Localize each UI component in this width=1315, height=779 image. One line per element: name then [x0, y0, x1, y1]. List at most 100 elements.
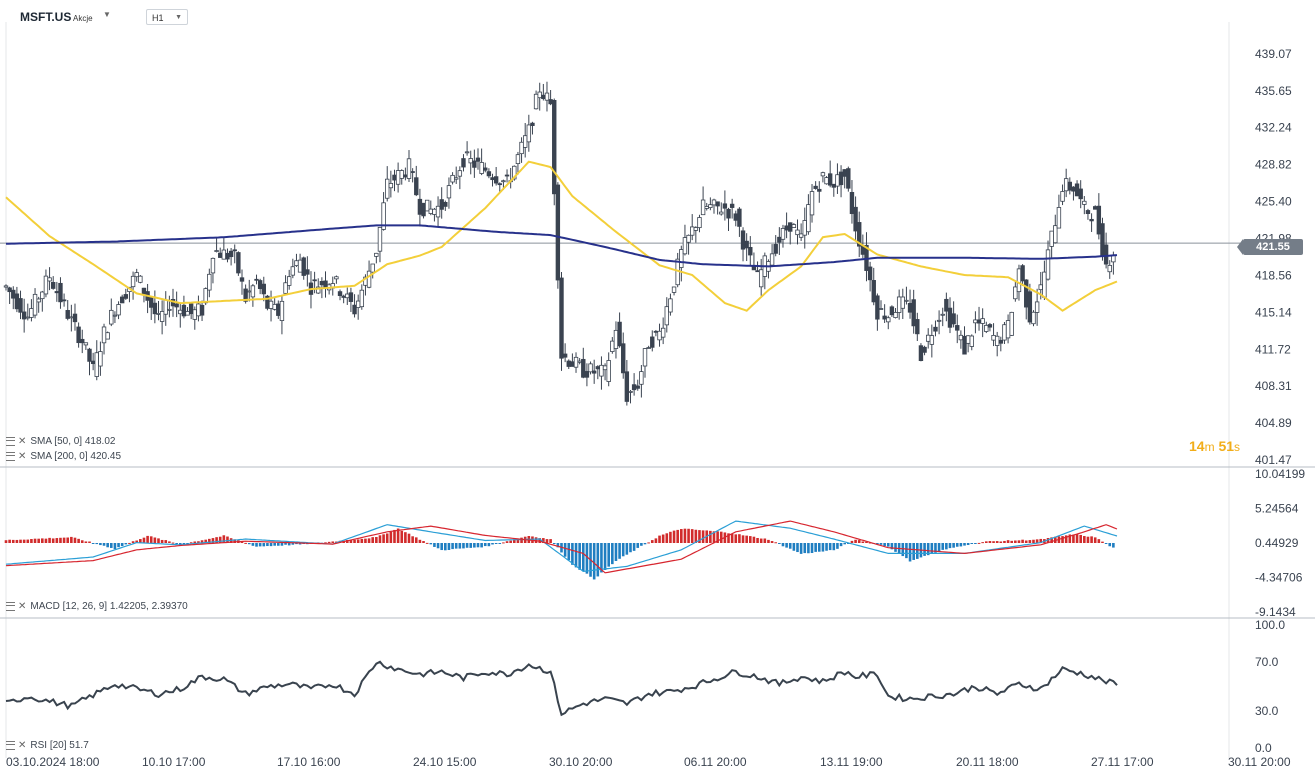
price-tick-label: 432.24	[1255, 121, 1292, 135]
candle-body	[562, 353, 568, 358]
symbol-dropdown-icon[interactable]: ▼	[103, 10, 111, 19]
macd-hist-bar	[738, 534, 741, 543]
candle-body	[537, 91, 542, 99]
settings-icon[interactable]	[6, 601, 15, 611]
macd-hist-bar	[469, 543, 473, 548]
candle-body	[588, 363, 593, 373]
candle-body	[951, 313, 956, 325]
candle-body	[399, 170, 404, 179]
macd-hist-bar	[901, 543, 905, 557]
macd-hist-bar	[981, 542, 984, 544]
candle-body	[243, 288, 248, 302]
macd-hist-bar	[785, 543, 788, 548]
timeframe-value: H1	[152, 13, 164, 23]
macd-hist-bar	[585, 543, 589, 574]
macd-hist-bar	[483, 543, 487, 547]
candle-body	[904, 299, 909, 302]
settings-icon[interactable]	[6, 740, 15, 750]
candle-body	[664, 306, 669, 326]
macd-hist-bar	[658, 535, 661, 543]
settings-icon[interactable]	[6, 451, 15, 461]
time-tick-label: 13.11 19:00	[820, 755, 883, 769]
macd-hist-bar	[400, 530, 404, 544]
candle-body	[889, 306, 895, 316]
candle-body	[526, 124, 532, 143]
macd-hist-bar	[839, 543, 843, 547]
candle-body	[461, 158, 466, 168]
candle-body	[105, 332, 110, 340]
macd-hist-bar	[77, 538, 80, 544]
close-icon[interactable]: ✕	[18, 451, 27, 462]
candle-body	[316, 286, 321, 294]
price-tick-label: 418.56	[1255, 268, 1292, 282]
candle-body	[512, 165, 517, 180]
instrument-type-label: Akcje	[73, 14, 93, 23]
macd-hist-bar	[353, 539, 356, 543]
candle-body	[613, 329, 619, 349]
candle-body	[403, 174, 408, 178]
candle-body	[181, 304, 187, 317]
macd-hist-bar	[19, 539, 22, 544]
candle-body	[722, 203, 728, 209]
macd-hist-bar	[1006, 540, 1010, 543]
candle-body	[1056, 207, 1062, 229]
macd-hist-bar	[8, 539, 11, 543]
macd-hist-bar	[1090, 536, 1093, 543]
macd-hist-bar	[912, 543, 915, 560]
candle-body	[414, 177, 419, 196]
symbol-label[interactable]: MSFT.US	[20, 10, 72, 24]
candle-body	[773, 244, 778, 254]
candle-body	[366, 270, 372, 288]
macd-hist-bar	[1024, 540, 1028, 544]
macd-hist-bar	[788, 543, 792, 549]
timeframe-select[interactable]: H1 ▼	[146, 9, 188, 25]
rsi-tick-label: 70.0	[1255, 655, 1279, 669]
candle-body	[893, 312, 898, 319]
close-icon[interactable]: ✕	[18, 740, 27, 751]
macd-hist-bar	[440, 543, 443, 551]
candle-body	[228, 250, 234, 258]
candle-body	[570, 361, 575, 367]
candle-body	[584, 371, 590, 378]
macd-tick-label: 0.44929	[1255, 536, 1299, 550]
macd-hist-bar	[709, 530, 712, 543]
macd-hist-bar	[367, 538, 371, 543]
candle-body	[301, 257, 306, 276]
candle-body	[486, 171, 492, 177]
time-tick-label: 20.11 18:00	[956, 755, 1019, 769]
macd-hist-bar	[999, 541, 1003, 544]
close-icon[interactable]: ✕	[18, 601, 27, 612]
macd-hist-bar	[480, 543, 483, 548]
candle-body	[421, 202, 426, 217]
macd-hist-bar	[821, 543, 825, 552]
macd-histogram	[4, 528, 1115, 580]
candle-body	[185, 311, 190, 316]
candle-body	[1082, 200, 1087, 205]
macd-hist-bar	[825, 543, 828, 551]
macd-hist-bar	[498, 543, 502, 545]
macd-hist-bar	[375, 537, 378, 543]
macd-hist-bar	[378, 535, 382, 544]
candle-body	[385, 178, 390, 199]
time-tick-label: 24.10 15:00	[413, 755, 477, 769]
candle-body	[337, 291, 343, 296]
candle-body	[90, 360, 96, 365]
macd-hist-bar	[364, 538, 367, 544]
macd-hist-bar	[600, 543, 603, 573]
macd-hist-bar	[1010, 540, 1014, 543]
candle-body	[740, 230, 746, 250]
macd-hist-bar	[995, 541, 999, 544]
settings-icon[interactable]	[6, 436, 15, 446]
macd-hist-bar	[411, 536, 414, 544]
candle-body	[207, 273, 212, 291]
candle-body	[998, 339, 1004, 344]
candle-body	[112, 314, 118, 317]
close-icon[interactable]: ✕	[18, 436, 27, 447]
candle-body	[947, 307, 953, 328]
candle-body	[352, 304, 357, 315]
macd-hist-bar	[890, 543, 894, 550]
macd-hist-bar	[436, 543, 440, 549]
macd-hist-bar	[15, 539, 19, 544]
macd-hist-bar	[476, 543, 480, 548]
